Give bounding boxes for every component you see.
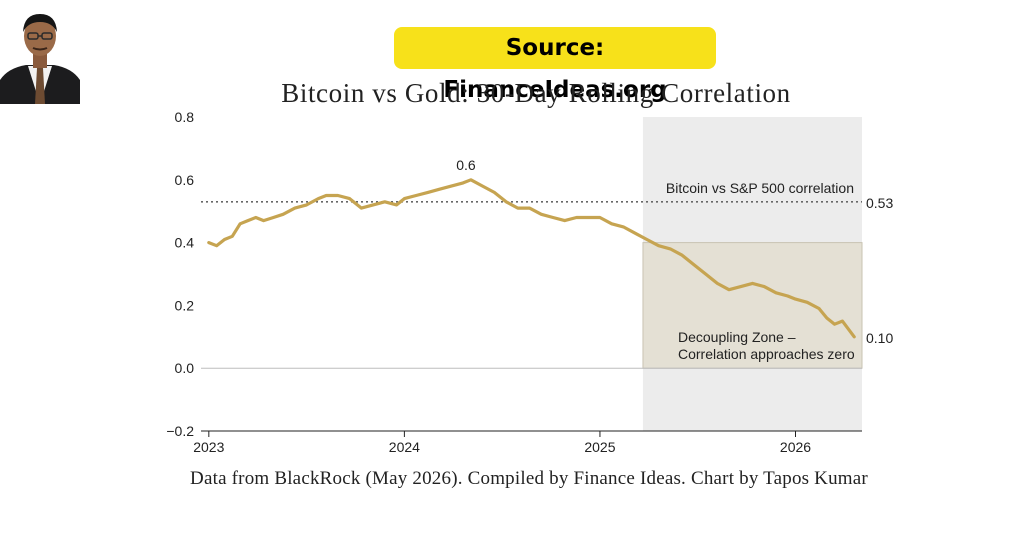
data-point <box>215 244 218 247</box>
data-point <box>450 184 453 188</box>
data-point <box>622 225 625 229</box>
data-point <box>246 219 250 222</box>
data-point <box>598 216 602 219</box>
y-tick-label: 0.0 <box>175 360 195 376</box>
data-point <box>817 307 821 310</box>
data-point <box>763 285 766 288</box>
x-tick-label: 2025 <box>584 439 615 455</box>
data-point <box>852 335 856 338</box>
data-point <box>716 282 719 285</box>
author-photo <box>0 2 80 104</box>
y-tick-label: 0.6 <box>175 172 195 188</box>
data-point <box>633 231 637 235</box>
source-badge: Source: FinanceIdeas.org <box>394 27 716 103</box>
data-point <box>563 219 566 222</box>
data-point <box>794 297 797 301</box>
reference-line-label: Bitcoin vs S&P 500 correlation <box>666 180 854 196</box>
data-point <box>272 216 275 219</box>
data-point <box>551 216 555 219</box>
data-point <box>262 219 265 222</box>
x-tick-label: 2023 <box>193 439 224 455</box>
data-point <box>371 203 375 207</box>
data-point <box>645 238 649 241</box>
data-point <box>669 247 672 251</box>
data-point <box>587 216 590 219</box>
data-point <box>610 222 613 225</box>
data-point <box>395 203 398 207</box>
data-point <box>438 188 441 191</box>
data-point <box>383 200 387 203</box>
data-point <box>727 288 731 291</box>
data-point <box>833 323 836 326</box>
x-tick-label: 2024 <box>389 439 420 455</box>
data-point <box>336 194 340 197</box>
chart-title: Bitcoin vs Gold: 30-Day Rolling Correlat… <box>281 78 791 108</box>
zone-label: Decoupling Zone – <box>678 329 796 345</box>
data-point <box>657 244 660 247</box>
data-point <box>223 238 226 241</box>
data-point <box>825 316 828 320</box>
y-tick-label: 0.4 <box>175 235 195 251</box>
end-value-label: 0.10 <box>866 330 893 346</box>
data-point <box>469 178 473 181</box>
data-point <box>575 216 578 219</box>
data-point <box>774 291 778 295</box>
data-point <box>786 294 789 298</box>
data-point <box>317 197 320 200</box>
y-tick-label: 0.8 <box>175 109 195 125</box>
data-point <box>403 197 406 200</box>
data-point <box>293 206 297 210</box>
data-point <box>348 197 351 200</box>
data-point <box>806 301 809 304</box>
chart-caption: Data from BlackRock (May 2026). Compiled… <box>190 468 868 489</box>
data-point <box>461 181 465 185</box>
data-point <box>324 194 328 197</box>
data-point <box>704 272 707 276</box>
data-point <box>504 200 508 203</box>
data-point <box>281 213 285 216</box>
data-point <box>426 191 430 194</box>
data-point <box>231 235 234 238</box>
data-point <box>254 216 257 219</box>
data-point <box>414 194 418 197</box>
data-point <box>481 184 484 188</box>
data-point <box>841 319 844 323</box>
data-point <box>360 206 363 210</box>
data-point <box>516 206 520 210</box>
data-point <box>238 222 242 225</box>
decoupling-zone <box>642 242 863 369</box>
data-point <box>305 203 308 207</box>
data-point <box>751 282 754 285</box>
zone-label: Correlation approaches zero <box>678 346 855 362</box>
x-tick-label: 2026 <box>780 439 811 455</box>
y-tick-label: −0.2 <box>166 423 194 439</box>
y-tick-label: 0.2 <box>175 297 195 313</box>
data-point <box>680 253 684 257</box>
data-point <box>493 191 496 194</box>
data-point <box>207 241 211 244</box>
data-point <box>528 206 531 210</box>
reference-value-label: 0.53 <box>866 195 893 211</box>
data-point <box>739 285 742 288</box>
data-point <box>540 213 543 216</box>
peak-label: 0.6 <box>456 157 476 173</box>
data-point <box>692 263 696 266</box>
